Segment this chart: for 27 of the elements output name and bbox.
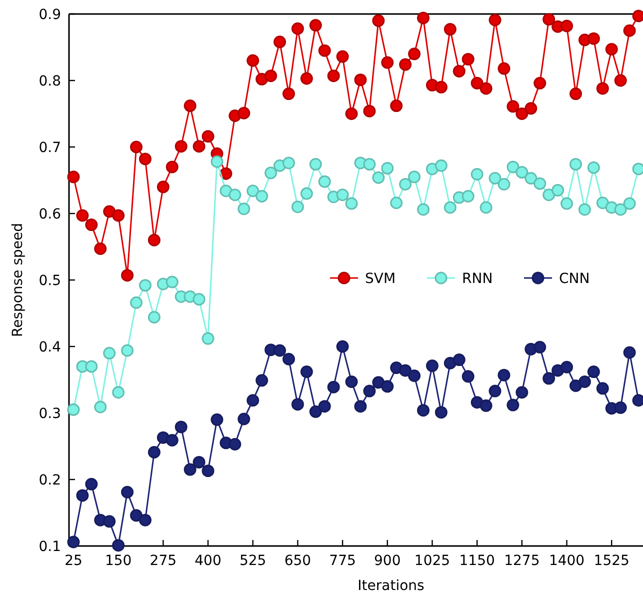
x-tick-label: 275 — [150, 553, 177, 569]
x-tick-label: 1275 — [504, 553, 540, 569]
y-tick-label: 0.4 — [38, 339, 62, 356]
y-tick-label: 0.1 — [38, 538, 61, 555]
x-tick-label: 1525 — [594, 553, 630, 569]
x-tick-label: 25 — [64, 553, 82, 569]
x-tick-label: 900 — [374, 553, 401, 569]
x-tick-label: 150 — [104, 553, 132, 569]
x-tick-label: 400 — [194, 553, 222, 569]
x-tick-label: 650 — [284, 553, 312, 569]
y-tick-label: 0.6 — [38, 206, 62, 222]
x-tick-label: 525 — [239, 553, 266, 569]
y-tick-label: 0.3 — [38, 406, 61, 422]
x-tick-label: 775 — [329, 553, 356, 569]
x-tick-label: 1025 — [414, 553, 450, 569]
y-axis-title: Response speed — [10, 223, 26, 337]
legend-label: RNN — [462, 270, 493, 287]
x-axis-title: Iterations — [358, 578, 424, 594]
y-tick-label: 0.7 — [38, 140, 61, 156]
y-tick-label: 0.5 — [38, 272, 61, 289]
y-tick-label: 0.9 — [38, 6, 61, 23]
x-tick-label: 1150 — [459, 553, 495, 569]
x-tick-label: 1400 — [548, 553, 585, 569]
y-tick-label: 0.8 — [38, 73, 61, 90]
legend-label: SVM — [365, 270, 396, 287]
y-tick-label: 0.2 — [38, 472, 61, 488]
legend-label: CNN — [559, 270, 590, 287]
